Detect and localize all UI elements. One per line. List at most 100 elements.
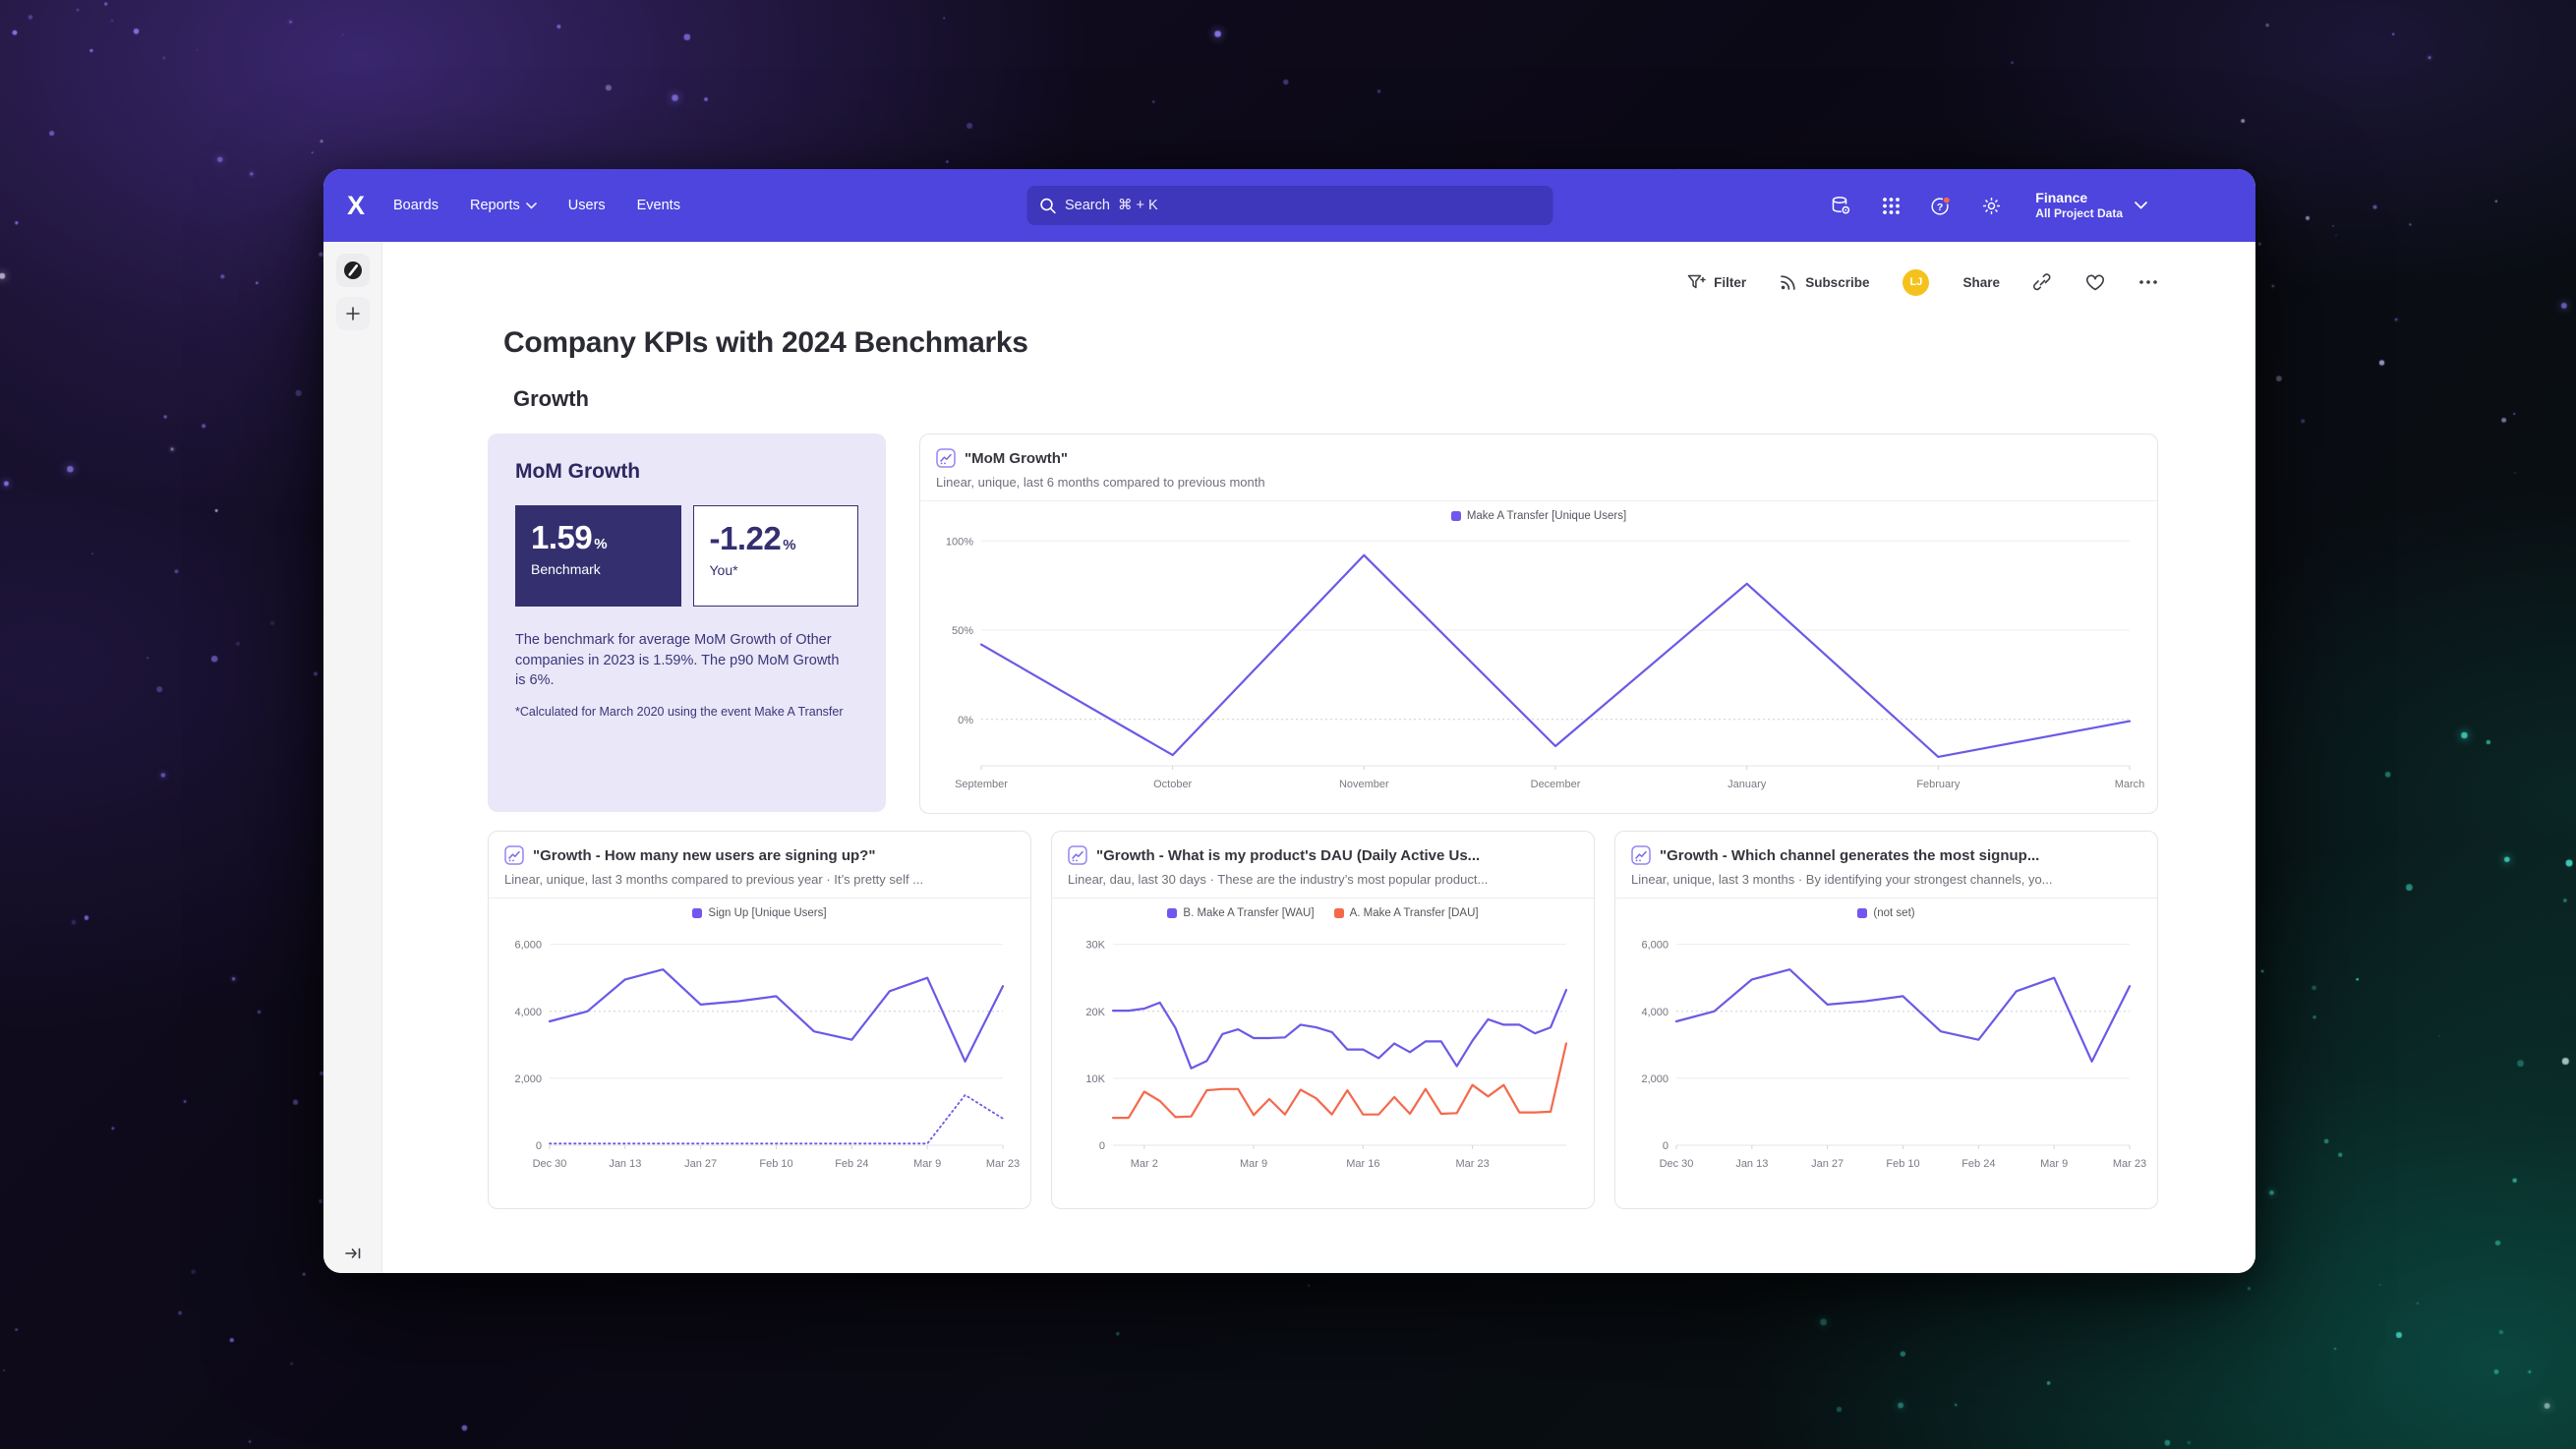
svg-text:2,000: 2,000 [514, 1073, 542, 1085]
chart-subtitle: Linear, unique, last 3 months · By ident… [1631, 872, 2053, 887]
board-title[interactable]: Company KPIs with 2024 Benchmarks [503, 326, 1028, 359]
svg-text:November: November [1339, 779, 1389, 790]
chart-canvas[interactable]: 100% 50% 0% September October November Decembe… [936, 524, 2144, 793]
chart-subtitle: Linear, dau, last 30 days · These are th… [1068, 872, 1489, 887]
chart-subtitle: Linear, unique, last 3 months compared t… [504, 872, 924, 887]
svg-text:?: ? [1937, 201, 1943, 212]
benchmark-label: Benchmark [531, 561, 601, 577]
svg-text:2,000: 2,000 [1641, 1073, 1669, 1085]
svg-text:Jan 13: Jan 13 [1735, 1158, 1768, 1170]
link-icon [2033, 272, 2051, 290]
heart-icon [2086, 274, 2104, 291]
nav-boards[interactable]: Boards [393, 198, 439, 213]
chevron-down-icon [2135, 202, 2147, 209]
svg-text:6,000: 6,000 [1641, 940, 1669, 952]
svg-text:February: February [1916, 779, 1961, 790]
svg-text:Mar 23: Mar 23 [2113, 1158, 2146, 1170]
add-board-button[interactable] [335, 297, 370, 330]
svg-text:10K: 10K [1085, 1073, 1105, 1085]
svg-text:Mar 2: Mar 2 [1131, 1158, 1158, 1170]
subscribe-label: Subscribe [1805, 274, 1870, 290]
boards-sidebar [323, 242, 382, 1273]
chart-title[interactable]: "Growth - How many new users are signing… [533, 846, 876, 864]
chart-card-dau: "Growth - What is my product's DAU (Dail… [1051, 831, 1595, 1209]
project-selector[interactable]: Finance All Project Data [2035, 190, 2147, 221]
chart-card-channels: "Growth - Which channel generates the mo… [1614, 831, 2158, 1209]
svg-text:4,000: 4,000 [514, 1007, 542, 1018]
board-toolbar: Filter Subscribe LJ Share [382, 267, 2158, 297]
chevron-down-icon [525, 202, 537, 209]
rss-icon [1781, 275, 1795, 290]
search-input[interactable] [1065, 198, 1540, 213]
benchmark-value: 1.59 [531, 519, 593, 555]
kpi-row: MoM Growth 1.59% Benchmark -1.22% You* T… [488, 434, 2158, 814]
svg-text:Jan 27: Jan 27 [684, 1158, 717, 1170]
benchmark-card-title: MoM Growth [515, 460, 641, 483]
nav-reports[interactable]: Reports [470, 198, 537, 213]
legend-item[interactable]: B. Make A Transfer [WAU] [1167, 907, 1315, 919]
svg-text:0: 0 [536, 1140, 542, 1152]
help-icon[interactable]: ? [1929, 194, 1953, 217]
you-value: -1.22 [709, 520, 782, 556]
expand-sidebar-button[interactable] [323, 1246, 381, 1261]
copy-link-button[interactable] [2033, 272, 2052, 292]
svg-text:Mar 9: Mar 9 [2040, 1158, 2068, 1170]
chart-subtitle: Linear, unique, last 6 months compared t… [936, 475, 1265, 490]
svg-text:Mar 9: Mar 9 [1240, 1158, 1267, 1170]
analytics-app-window: X Boards Reports Users Events [323, 169, 2255, 1273]
top-navbar: X Boards Reports Users Events [323, 169, 2255, 242]
chart-canvas[interactable]: 30K 20K 10K 0 Mar 2 Mar 9 Mar 16 Mar 23 [1068, 921, 1578, 1173]
legend-item[interactable]: Make A Transfer [Unique Users] [1450, 510, 1626, 522]
legend-item[interactable]: (not set) [1857, 907, 1915, 919]
nav-events[interactable]: Events [636, 198, 680, 213]
nav-users[interactable]: Users [567, 198, 606, 213]
chart-canvas[interactable]: 6,000 4,000 2,000 0 Dec 30 Jan 13 Jan 27 Feb 10… [504, 921, 1020, 1173]
benchmark-footnote: *Calculated for March 2020 using the eve… [515, 704, 844, 719]
svg-text:Feb 10: Feb 10 [1886, 1158, 1919, 1170]
legend-swatch [1333, 908, 1344, 918]
user-avatar[interactable]: LJ [1903, 268, 1930, 296]
you-value-tile: -1.22% You* [692, 505, 858, 607]
explore-boards-button[interactable] [335, 254, 370, 287]
apps-grid-icon[interactable] [1879, 194, 1903, 217]
svg-text:4,000: 4,000 [1641, 1007, 1669, 1018]
svg-text:October: October [1153, 779, 1192, 790]
legend-label: A. Make A Transfer [DAU] [1349, 907, 1479, 919]
legend-item[interactable]: Sign Up [Unique Users] [692, 907, 827, 919]
report-icon [1631, 845, 1651, 865]
legend-label: B. Make A Transfer [WAU] [1183, 907, 1315, 919]
chart-title[interactable]: "Growth - Which channel generates the mo… [1660, 846, 2040, 864]
navbar-actions: ? Finance All Project Data [1829, 190, 2255, 221]
benchmark-description: The benchmark for average MoM Growth of … [515, 632, 840, 689]
chart-card-signups: "Growth - How many new users are signing… [488, 831, 1031, 1209]
svg-text:Mar 9: Mar 9 [913, 1158, 941, 1170]
search-bar[interactable] [1026, 186, 1552, 225]
benchmark-unit: % [594, 536, 608, 552]
data-management-icon[interactable] [1829, 194, 1852, 217]
more-options-button[interactable] [2138, 279, 2158, 285]
svg-text:30K: 30K [1085, 940, 1105, 952]
chart-card-mom-growth: "MoM Growth" Linear, unique, last 6 mont… [919, 434, 2158, 814]
share-button[interactable]: Share [1962, 275, 2000, 290]
legend-item[interactable]: A. Make A Transfer [DAU] [1333, 907, 1479, 919]
chart-legend: Sign Up [Unique Users] [504, 907, 1015, 919]
svg-text:Mar 16: Mar 16 [1346, 1158, 1379, 1170]
chart-title[interactable]: "Growth - What is my product's DAU (Dail… [1096, 846, 1481, 864]
subscribe-button[interactable]: Subscribe [1780, 273, 1869, 291]
favorite-button[interactable] [2085, 273, 2105, 291]
svg-text:Mar 23: Mar 23 [986, 1158, 1020, 1170]
svg-text:0: 0 [1099, 1140, 1105, 1152]
nav-reports-label: Reports [469, 198, 520, 213]
filter-icon [1687, 274, 1706, 289]
chart-title[interactable]: "MoM Growth" [965, 449, 1069, 467]
expand-sidebar-icon [344, 1247, 360, 1259]
svg-text:Feb 24: Feb 24 [1961, 1158, 1995, 1170]
legend-swatch [1167, 908, 1178, 918]
chart-canvas[interactable]: 6,000 4,000 2,000 0 Dec 30 Jan 13 Jan 27 Feb 10… [1631, 921, 2146, 1173]
mixpanel-logo[interactable]: X [347, 190, 365, 220]
legend-swatch [1857, 908, 1868, 918]
report-icon [1068, 845, 1087, 865]
settings-gear-icon[interactable] [1979, 194, 2003, 217]
chart-row: "Growth - How many new users are signing… [488, 831, 2158, 1209]
filter-button[interactable]: Filter [1687, 273, 1746, 291]
